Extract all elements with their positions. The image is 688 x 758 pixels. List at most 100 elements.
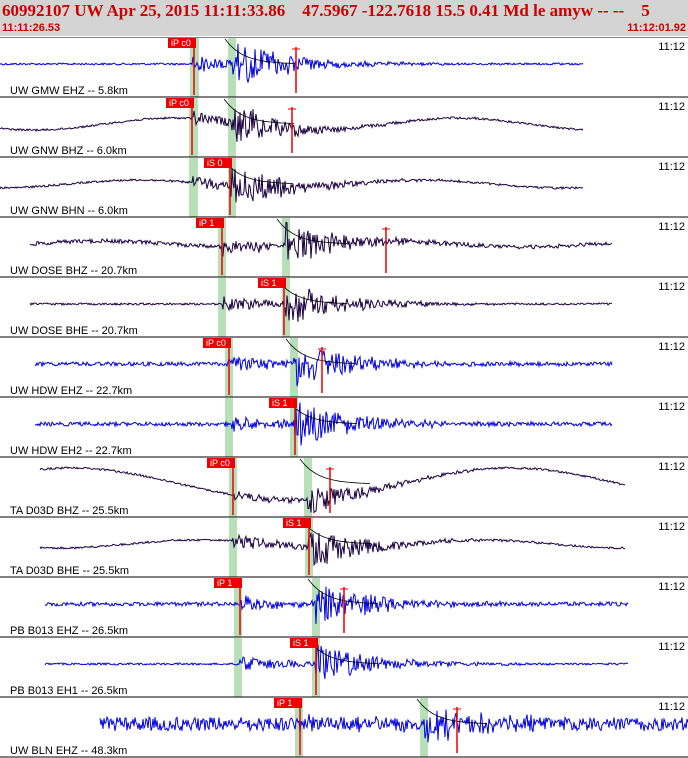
trace-panel: iS 1 11:12 TA D03D BHE -- 25.5km [0,516,688,577]
station-label: UW GNW BHN -- 6.0km [10,205,128,217]
coda-curve [299,458,371,484]
trace-panel: iP c0 11:12 TA D03D BHZ -- 25.5km [0,456,688,517]
pick-window [189,98,198,157]
start-time: 11:11:26.53 [2,22,61,34]
pick-label-box [204,158,232,168]
pick-window [282,218,290,277]
pick-label-box [269,398,297,408]
pick-label: iS 1 [286,518,302,528]
station-label: UW DOSE BHE -- 20.7km [10,325,138,337]
pick-label: iP c0 [169,98,189,108]
coda-curve [276,278,348,304]
time-tick: 11:12 [658,221,685,233]
pick-window [225,398,233,457]
time-tick: 11:12 [658,521,685,533]
seismogram-panels[interactable]: iP c0 11:12 UW GMW EHZ -- 5.8km iP c0 11:12 U… [0,37,688,758]
pick-label: iP 1 [277,698,292,708]
trace-panel: iS 1 11:12 UW HDW EH2 -- 22.7km [0,396,688,457]
pick-label: iP 1 [199,218,214,228]
trace-panel: iS 1 11:12 PB B013 EH1 -- 26.5km [0,636,688,697]
time-tick: 11:12 [658,161,685,173]
waveform-trace [99,709,688,743]
pick-label-box [166,98,194,108]
waveform-trace [34,402,613,446]
pick-label: iP c0 [206,338,226,348]
trace-panel: iP c0 11:12 UW GMW EHZ -- 5.8km [0,37,688,97]
coda-curve [307,638,379,664]
pick-window [295,698,303,757]
station-label: UW HDW EHZ -- 22.7km [10,385,132,397]
station-label: UW DOSE BHZ -- 20.7km [10,265,137,277]
waveform-trace [44,586,629,625]
time-tick: 11:12 [658,641,685,653]
pick-window [234,578,242,637]
coda-curve [222,158,294,184]
pick-window [234,638,242,697]
coda-curve [300,518,372,544]
pick-window [218,278,226,337]
pick-label: iP c0 [210,458,230,468]
time-tick: 11:12 [658,101,685,113]
coda-curve [223,98,295,124]
station-label: PB B013 EHZ -- 26.5km [10,625,128,637]
trace-panel: iP c0 11:12 UW HDW EHZ -- 22.7km [0,336,688,397]
waveform-trace [34,349,613,387]
event-title: 60992107 UW Apr 25, 2015 11:11:33.86 47.… [2,1,650,20]
coda-curve [307,578,379,604]
station-label: UW HDW EH2 -- 22.7km [10,445,132,457]
trace-panel: iS 1 11:12 UW DOSE BHE -- 20.7km [0,276,688,337]
pick-label-box [196,218,224,228]
time-tick: 11:12 [658,401,685,413]
waveform-trace [44,644,629,680]
time-tick: 11:12 [658,41,685,53]
waveform-trace [29,221,613,260]
pick-window [312,578,320,637]
time-tick: 11:12 [658,341,685,353]
pick-label-box [168,38,196,48]
trace-panel: iS 0 11:12 UW GNW BHN -- 6.0km [0,156,688,217]
pick-label: iS 1 [272,398,288,408]
station-label: TA D03D BHE -- 25.5km [10,565,129,577]
time-tick: 11:12 [658,281,685,293]
pick-label-box [258,278,286,288]
pick-label-box [207,458,235,468]
pick-label: iS 1 [293,638,309,648]
waveform-trace [39,532,626,567]
pick-label: iP c0 [171,38,191,48]
pick-window [189,158,198,217]
trace-panel: iP c0 11:12 UW GNW BHZ -- 6.0km [0,96,688,157]
trace-panel: iP 1 11:12 UW BLN EHZ -- 48.3km [0,696,688,757]
trace-panel: iP 1 11:12 UW DOSE BHZ -- 20.7km [0,216,688,277]
pick-label: iS 0 [207,158,223,168]
time-tick: 11:12 [658,701,685,713]
station-label: UW GMW EHZ -- 5.8km [10,85,128,97]
pick-window [304,458,312,517]
pick-label: iS 1 [261,278,277,288]
pick-label-box [214,578,242,588]
time-tick: 11:12 [658,461,685,473]
pick-label-box [203,338,231,348]
coda-curve [416,698,488,724]
coda-curve [224,38,296,64]
pick-window [290,338,298,397]
pick-label-box [290,638,318,648]
pick-window [228,158,236,217]
time-tick: 11:12 [658,581,685,593]
waveform-trace [29,288,613,322]
coda-curve [285,338,357,364]
waveform-trace [0,167,583,203]
pick-label-box [283,518,311,528]
pick-window [229,518,237,577]
station-label: UW GNW BHZ -- 6.0km [10,145,127,157]
station-label: PB B013 EH1 -- 26.5km [10,685,127,697]
end-time: 11:12:01.92 [627,22,686,34]
coda-curve [276,218,348,244]
header-bar: 60992107 UW Apr 25, 2015 11:11:33.86 47.… [0,0,688,36]
pick-label: iP 1 [217,578,232,588]
trace-panel: iP 1 11:12 PB B013 EHZ -- 26.5km [0,576,688,637]
coda-curve [286,398,358,424]
pick-label-box [274,698,302,708]
waveform-trace [0,43,584,83]
waveform-trace [39,466,625,514]
station-label: UW BLN EHZ -- 48.3km [10,745,127,757]
